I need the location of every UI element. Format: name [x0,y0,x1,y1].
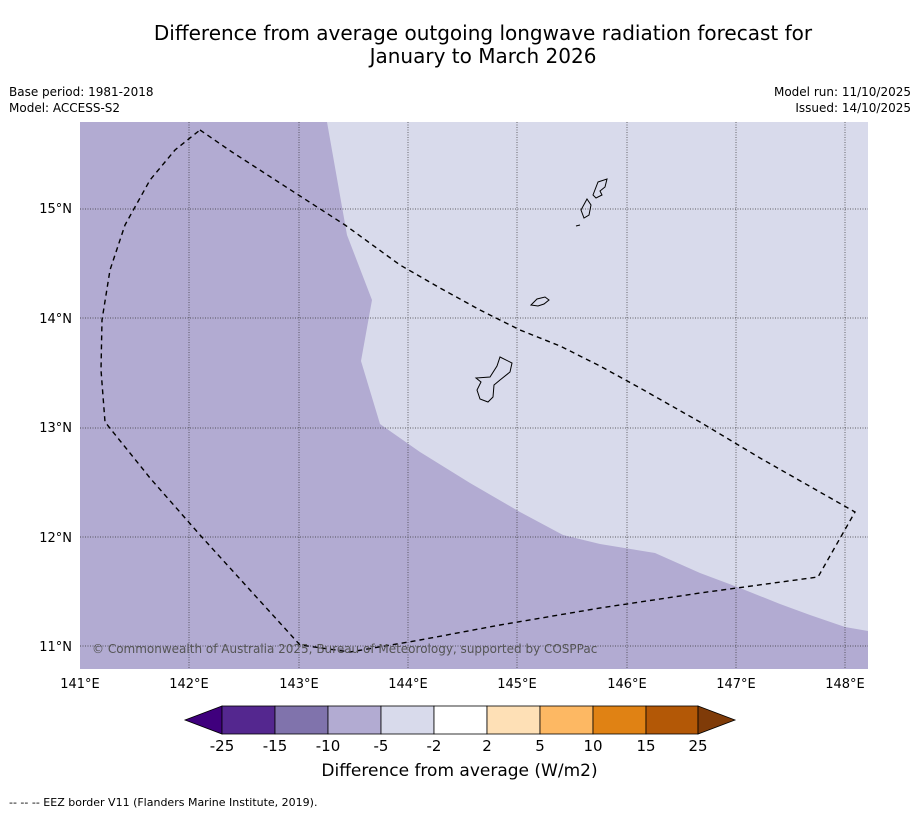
island-aguijan [575,224,581,227]
cb-tick-5: 2 [482,737,492,755]
colorbar-swatch-3 [327,705,382,735]
cb-tick-7: 10 [583,737,602,755]
cb-tick-3: -5 [374,737,389,755]
colorbar-swatch-6 [486,705,541,735]
cb-tick-2: -10 [316,737,341,755]
lon-label-142: 142°E [169,677,209,692]
lon-label-148: 148°E [825,677,865,692]
cb-tick-0: -25 [210,737,235,755]
lon-label-144: 144°E [388,677,428,692]
colorbar-swatch-4 [380,705,435,735]
model-run: Model run: 11/10/2025 [773,85,911,99]
cb-tick-9: 25 [688,737,707,755]
lat-label-15: 15°N [39,202,72,217]
island-tinian [580,198,592,219]
lat-label-13: 13°N [39,421,72,436]
colorbar-title: Difference from average (W/m2) [321,761,598,781]
eez-border [100,129,856,653]
cb-tick-8: 15 [636,737,655,755]
lat-label-11: 11°N [39,640,72,655]
island-saipan [592,178,608,199]
islands [474,178,608,403]
island-rota [529,296,550,307]
title-line-2: January to March 2026 [369,44,597,68]
lon-label-141: 141°E [60,677,100,692]
cb-tick-6: 5 [535,737,545,755]
meta-left: Base period: 1981-2018 Model: ACCESS-S2 [9,84,154,116]
colorbar-swatch-5 [433,705,488,735]
lon-label-146: 146°E [607,677,647,692]
lon-label-143: 143°E [279,677,319,692]
colorbar-swatch-9 [645,705,699,735]
cb-tick-4: -2 [427,737,442,755]
map-area: © Commonwealth of Australia 2025, Bureau… [80,122,868,669]
lon-label-145: 145°E [497,677,537,692]
lat-label-12: 12°N [39,531,72,546]
fill-slight-region [327,122,868,631]
colorbar-swatch-8 [592,705,647,735]
lat-axis-labels: 15°N 14°N 13°N 12°N 11°N [39,202,72,655]
colorbar-swatch-1 [221,705,276,735]
lon-label-147: 147°E [716,677,756,692]
cb-tick-1: -15 [263,737,288,755]
gridlines [80,122,868,669]
map-title: Difference from average outgoing longwav… [0,22,919,68]
title-line-1: Difference from average outgoing longwav… [153,21,813,45]
island-guam [474,356,513,403]
copyright-text: © Commonwealth of Australia 2025, Bureau… [92,642,597,656]
colorbar [183,705,737,735]
colorbar-swatch-2 [274,705,329,735]
model-name: Model: ACCESS-S2 [9,101,121,115]
issued-date: Issued: 14/10/2025 [795,101,911,115]
eez-legend-footer: -- -- -- EEZ border V11 (Flanders Marine… [9,796,318,809]
colorbar-tick-labels: -25 -15 -10 -5 -2 2 5 10 15 25 [210,737,708,755]
colorbar-extend-high [697,705,737,735]
lat-label-14: 14°N [39,312,72,327]
colorbar-swatch-7 [539,705,594,735]
base-period: Base period: 1981-2018 [9,85,154,99]
meta-right: Model run: 11/10/2025 Issued: 14/10/2025 [774,84,911,116]
lon-axis-labels: 141°E 142°E 143°E 144°E 145°E 146°E 147°… [60,677,865,692]
colorbar-extend-low [183,705,223,735]
